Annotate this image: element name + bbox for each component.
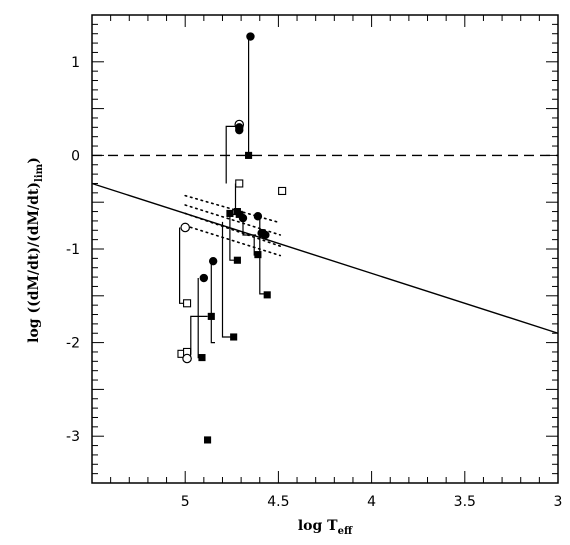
y-tick-label: -2 — [66, 336, 80, 352]
y-tick-label: -3 — [66, 429, 80, 445]
y-tick-label: -1 — [66, 242, 80, 258]
data-points — [177, 32, 287, 444]
connector-line-4 — [197, 278, 202, 359]
y-axis-ticks: 1 0 -1 -2 -3 — [66, 14, 558, 484]
dotted-line-1 — [184, 194, 282, 224]
x-tick-label: 4.5 — [267, 494, 289, 510]
reference-lines — [91, 154, 559, 334]
connector-line-3 — [190, 315, 208, 355]
data-point-21 — [183, 299, 192, 308]
y-tick-label: 1 — [71, 55, 80, 71]
data-point-27 — [198, 354, 206, 362]
data-point-20 — [263, 291, 271, 299]
data-point-13 — [180, 222, 190, 233]
data-point-18 — [208, 256, 218, 266]
plot-frame — [91, 14, 559, 484]
data-point-15 — [257, 228, 266, 238]
connector-line-9 — [229, 211, 240, 261]
data-point-22 — [207, 312, 215, 320]
data-point-6 — [235, 179, 244, 188]
data-point-16 — [254, 251, 262, 259]
connector-line-5 — [210, 261, 215, 344]
limit-solid-line — [91, 182, 559, 334]
x-tick-label: 5 — [181, 494, 190, 510]
x-tick-label: 3 — [554, 494, 563, 510]
data-point-8 — [226, 209, 234, 217]
data-point-7 — [278, 186, 287, 196]
data-point-1 — [246, 32, 255, 41]
connector-line-12 — [259, 215, 266, 295]
data-point-19 — [199, 273, 209, 283]
data-point-5 — [245, 151, 253, 159]
data-point-17 — [233, 256, 241, 264]
x-axis-label: log Teff — [298, 518, 353, 537]
data-point-11 — [253, 212, 263, 221]
y-tick-label: 0 — [71, 148, 80, 164]
data-point-28 — [204, 436, 212, 444]
connector-line-6 — [221, 221, 234, 338]
dotted-line-3 — [184, 212, 282, 247]
dotted-lines — [184, 194, 282, 257]
data-point-26 — [182, 353, 192, 364]
dotted-line-4 — [184, 224, 282, 257]
x-tick-label: 3.5 — [454, 494, 476, 510]
x-axis-ticks: 5 4.5 4 3.5 3 — [91, 15, 563, 510]
data-point-4 — [235, 125, 244, 135]
data-point-23 — [230, 333, 238, 341]
y-axis-label: log ((dM/dt)/(dM/dt)lim) — [26, 157, 45, 343]
x-tick-label: 4 — [367, 494, 376, 510]
connector-line-1 — [179, 227, 188, 304]
data-point-12 — [238, 213, 248, 223]
